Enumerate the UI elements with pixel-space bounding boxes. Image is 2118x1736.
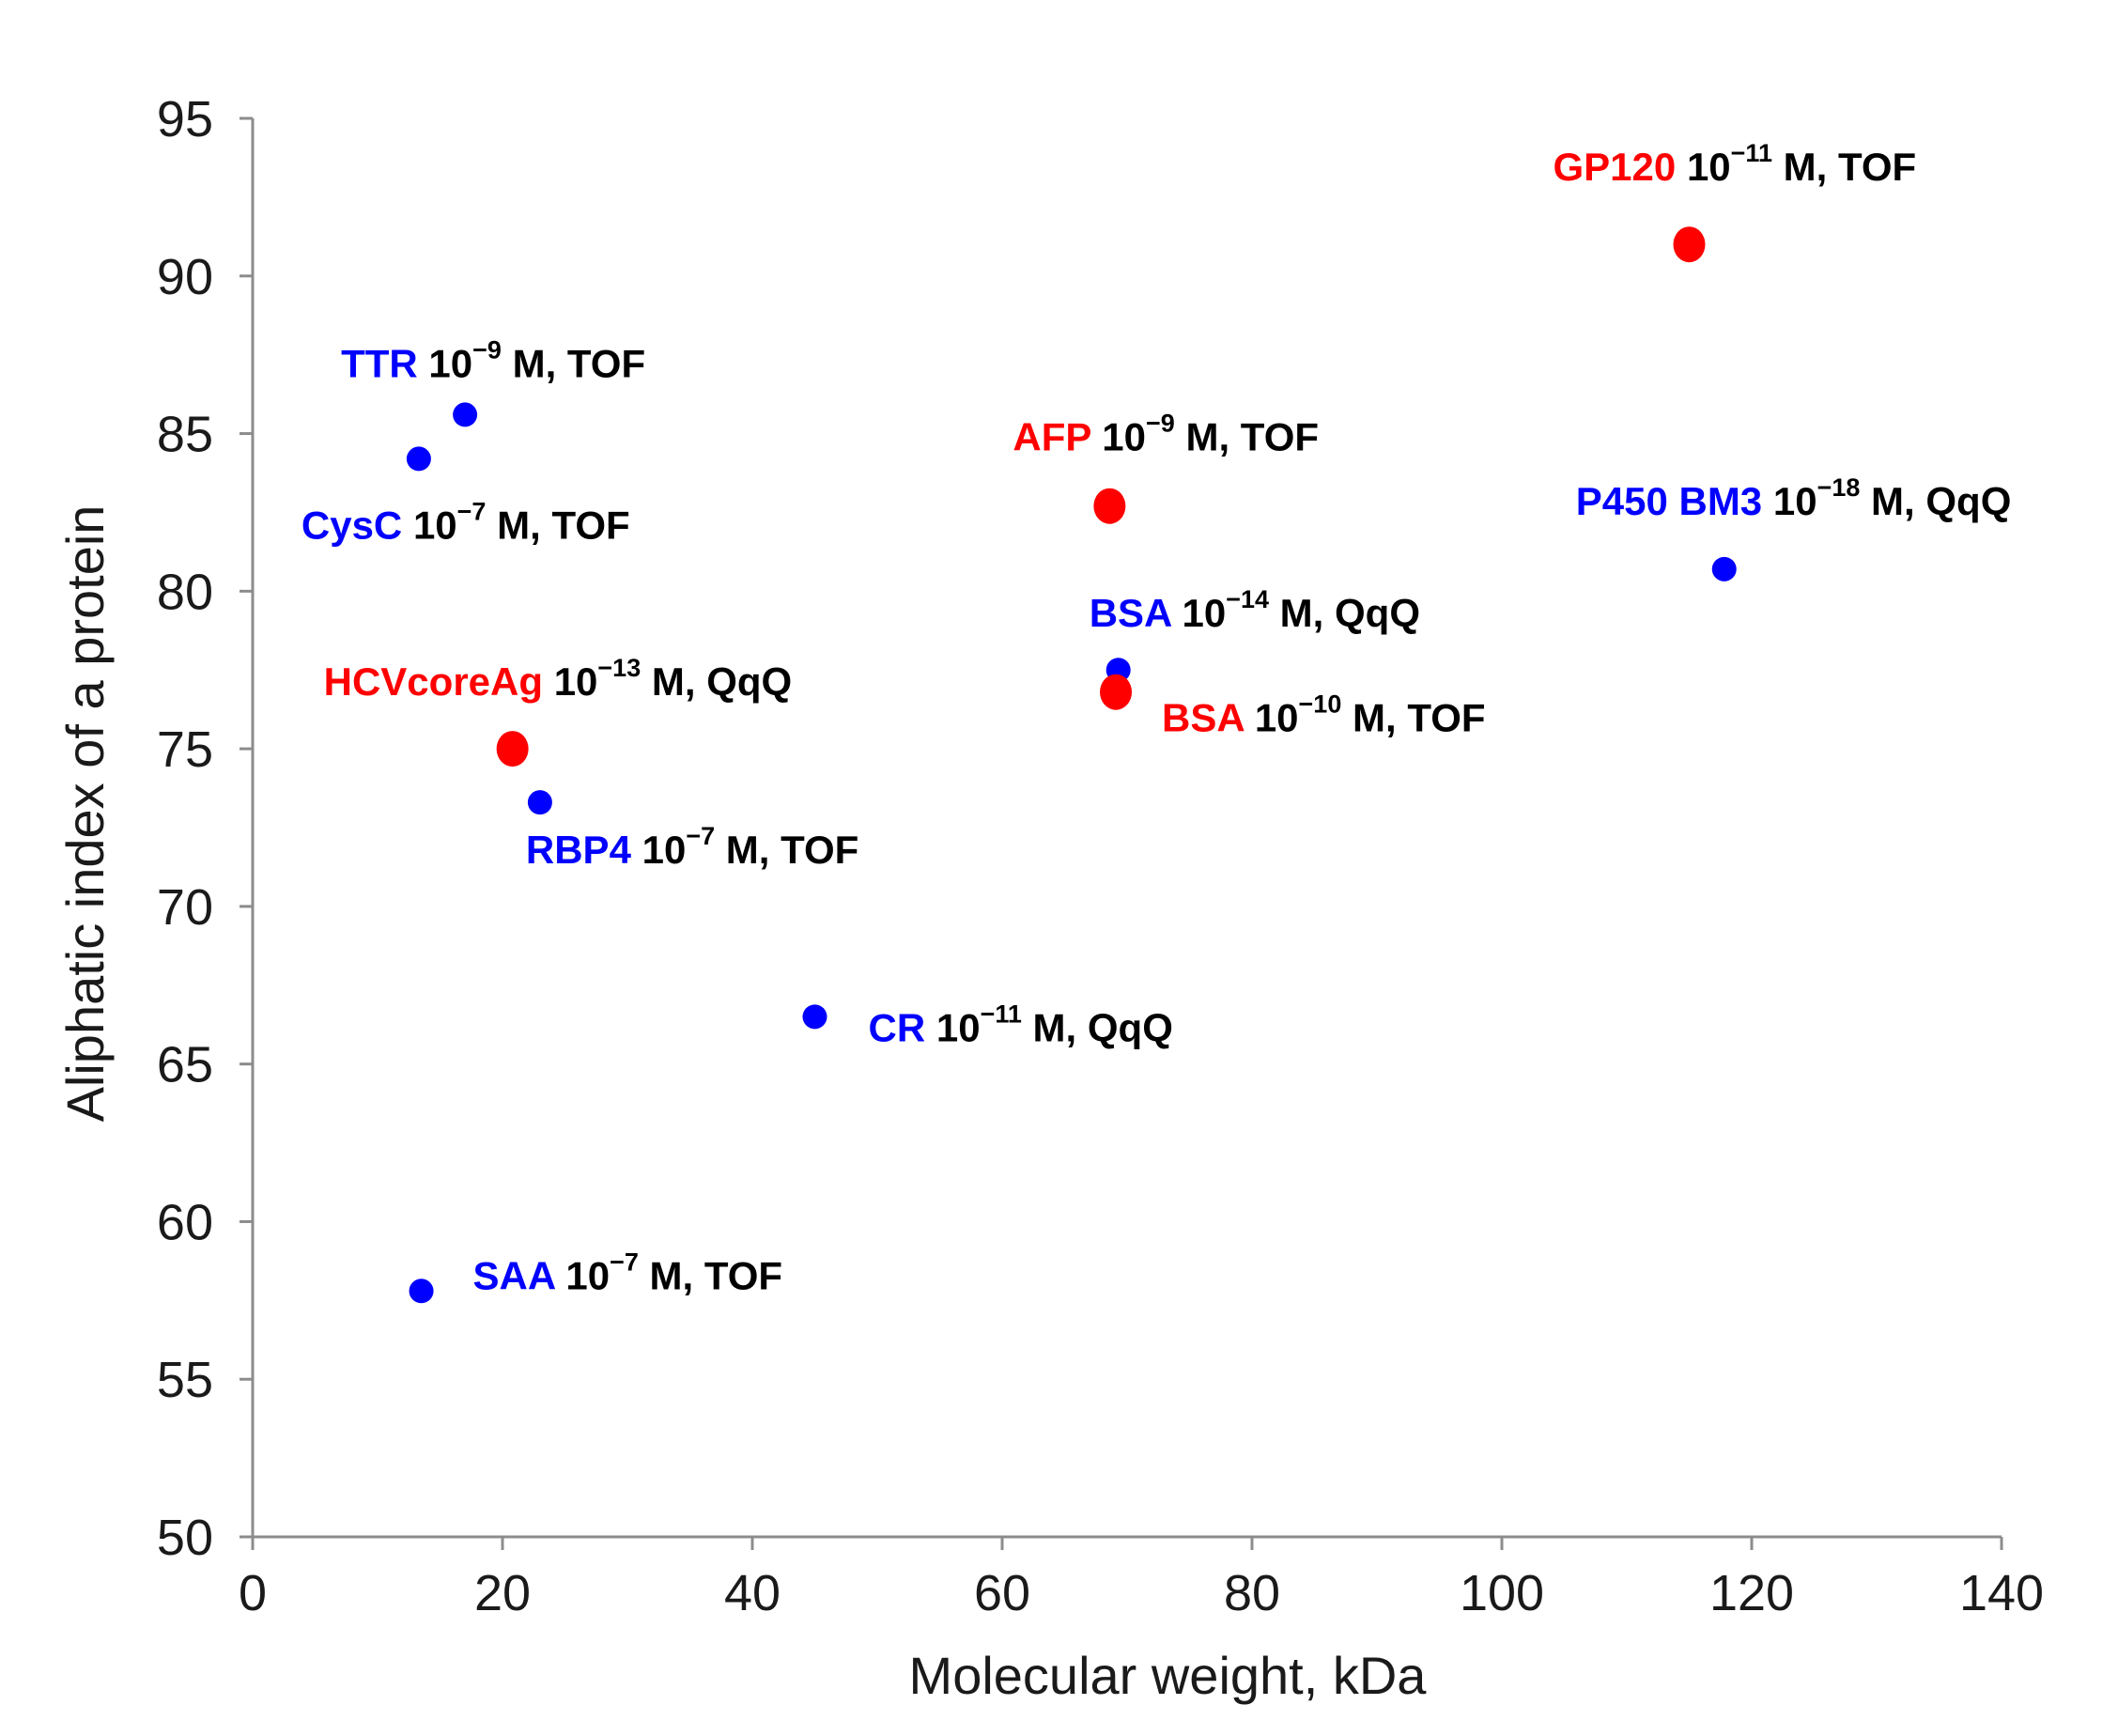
point-label: P450 BM3 10−18 M, QqQ bbox=[1576, 473, 2012, 523]
point-label: RBP4 10−7 M, TOF bbox=[526, 822, 858, 872]
point-label-base: 10 bbox=[1687, 145, 1731, 189]
point-label-method: M, QqQ bbox=[1269, 591, 1420, 635]
x-tick-label: 80 bbox=[1224, 1565, 1280, 1621]
point-label-method: M, TOF bbox=[502, 341, 645, 385]
axes bbox=[251, 118, 2002, 1539]
point-label-base: 10 bbox=[642, 828, 687, 872]
point-label: HCVcoreAg 10−13 M, QqQ bbox=[324, 654, 793, 704]
x-tick-label: 0 bbox=[239, 1565, 267, 1621]
point-label-method: M, TOF bbox=[1341, 696, 1485, 740]
point-label-exponent: −11 bbox=[981, 1000, 1022, 1028]
data-point bbox=[527, 790, 552, 815]
x-axis-ticks: 0 20 40 60 80 100 120 140 bbox=[239, 1537, 2044, 1621]
point-label-exponent: −9 bbox=[1146, 410, 1175, 438]
point-label-method: M, QqQ bbox=[1860, 479, 2011, 523]
point-label-name: BSA bbox=[1090, 591, 1183, 635]
point-label-name: CR bbox=[869, 1005, 936, 1049]
y-tick-label: 55 bbox=[157, 1352, 213, 1408]
y-tick-label: 60 bbox=[157, 1194, 213, 1250]
point-label-base: 10 bbox=[1773, 479, 1817, 523]
point-label-base: 10 bbox=[428, 341, 472, 385]
data-point bbox=[409, 1279, 434, 1304]
point-label-exponent: −18 bbox=[1817, 473, 1861, 502]
data-point bbox=[453, 402, 478, 427]
point-label-method: M, QqQ bbox=[1022, 1005, 1173, 1049]
point-label-name: GP120 bbox=[1554, 145, 1687, 189]
x-tick-label: 40 bbox=[724, 1565, 781, 1621]
x-tick-label: 120 bbox=[1709, 1565, 1794, 1621]
data-point bbox=[1093, 488, 1126, 524]
point-label-name: CysC bbox=[301, 503, 413, 547]
point-label-exponent: −7 bbox=[610, 1248, 639, 1276]
y-tick-label: 50 bbox=[157, 1510, 213, 1566]
point-label-exponent: −9 bbox=[472, 335, 502, 364]
data-points bbox=[406, 226, 1737, 1304]
point-label: BSA 10−14 M, QqQ bbox=[1090, 585, 1420, 635]
point-label-base: 10 bbox=[1102, 415, 1146, 459]
data-point bbox=[1711, 556, 1737, 581]
point-label-exponent: −13 bbox=[597, 654, 641, 682]
x-tick-label: 60 bbox=[974, 1565, 1030, 1621]
point-label-exponent: −10 bbox=[1299, 690, 1342, 719]
data-point bbox=[802, 1004, 827, 1030]
data-point bbox=[406, 446, 431, 472]
data-point bbox=[1673, 226, 1706, 263]
point-label-method: M, TOF bbox=[715, 828, 858, 872]
point-label-base: 10 bbox=[1255, 696, 1299, 740]
point-label: SAA 10−7 M, TOF bbox=[473, 1248, 783, 1297]
y-tick-label: 85 bbox=[157, 407, 213, 463]
x-tick-label: 140 bbox=[1959, 1565, 2044, 1621]
point-label-exponent: −14 bbox=[1226, 585, 1269, 613]
point-label-base: 10 bbox=[565, 1253, 610, 1297]
y-tick-label: 65 bbox=[157, 1037, 213, 1093]
point-label-name: TTR bbox=[341, 341, 428, 385]
y-tick-label: 95 bbox=[157, 91, 213, 147]
point-label-method: M, QqQ bbox=[641, 659, 792, 704]
point-label-method: M, TOF bbox=[1772, 145, 1916, 189]
point-label: AFP 10−9 M, TOF bbox=[1013, 410, 1319, 459]
point-label-base: 10 bbox=[554, 659, 598, 704]
data-point bbox=[496, 731, 529, 767]
point-label: GP120 10−11 M, TOF bbox=[1554, 139, 1917, 189]
point-label-name: AFP bbox=[1013, 415, 1102, 459]
point-label: CysC 10−7 M, TOF bbox=[301, 497, 630, 547]
point-label-base: 10 bbox=[1182, 591, 1226, 635]
point-label-exponent: −11 bbox=[1731, 139, 1772, 167]
point-label: CR 10−11 M, QqQ bbox=[869, 1000, 1173, 1049]
y-tick-label: 70 bbox=[157, 879, 213, 936]
x-axis-title: Molecular weight, kDa bbox=[909, 1646, 1428, 1705]
y-tick-label: 90 bbox=[157, 249, 213, 305]
point-label-name: RBP4 bbox=[526, 828, 642, 872]
point-label-method: M, TOF bbox=[1175, 415, 1319, 459]
point-label: BSA 10−10 M, TOF bbox=[1162, 690, 1486, 740]
x-tick-label: 100 bbox=[1460, 1565, 1544, 1621]
point-label-method: M, TOF bbox=[639, 1253, 782, 1297]
point-label-name: HCVcoreAg bbox=[324, 659, 554, 704]
point-label-name: P450 BM3 bbox=[1576, 479, 1773, 523]
point-label-method: M, TOF bbox=[486, 503, 629, 547]
point-label-base: 10 bbox=[413, 503, 457, 547]
y-tick-label: 80 bbox=[157, 564, 213, 620]
data-point bbox=[1100, 674, 1133, 710]
point-label-exponent: −7 bbox=[686, 822, 715, 850]
y-tick-label: 75 bbox=[157, 721, 213, 778]
point-label-exponent: −7 bbox=[457, 497, 487, 525]
point-label-base: 10 bbox=[936, 1005, 981, 1049]
y-axis-title: Aliphatic index of a protein bbox=[55, 505, 115, 1123]
point-label: TTR 10−9 M, TOF bbox=[341, 335, 645, 385]
point-label-name: BSA bbox=[1162, 696, 1255, 740]
y-axis-ticks: 50 55 60 65 70 75 80 85 90 95 bbox=[157, 91, 253, 1566]
x-tick-label: 20 bbox=[474, 1565, 531, 1621]
point-label-name: SAA bbox=[473, 1253, 566, 1297]
